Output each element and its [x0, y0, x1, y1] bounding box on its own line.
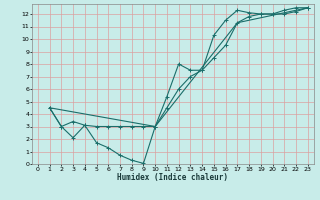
X-axis label: Humidex (Indice chaleur): Humidex (Indice chaleur) — [117, 173, 228, 182]
